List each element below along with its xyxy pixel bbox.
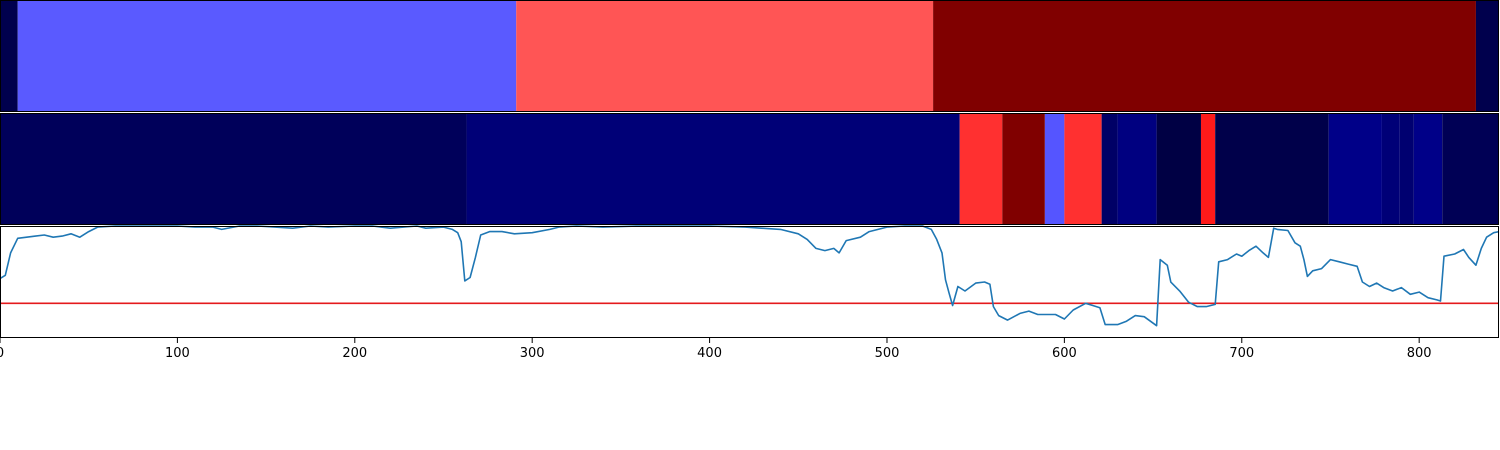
line-plot-panel	[0, 225, 1500, 338]
segment-1-13	[1399, 113, 1414, 225]
segment-0-1	[17, 0, 517, 112]
segment-1-4	[1044, 113, 1065, 225]
segment-1-6	[1101, 113, 1118, 225]
x-tick-label-8: 800	[1407, 346, 1432, 361]
plot-frame	[0, 226, 1499, 338]
x-tick-label-0: 0	[0, 346, 4, 361]
track-frame-0	[0, 0, 1499, 112]
segment-1-10	[1215, 113, 1329, 225]
segment-1-8	[1156, 113, 1201, 225]
segment-track-lower	[0, 113, 1499, 225]
x-tick-label-3: 300	[520, 346, 545, 361]
segment-1-11	[1328, 113, 1382, 225]
segment-1-1	[466, 113, 960, 225]
plot-background	[0, 226, 1499, 338]
track-frame-1	[0, 113, 1499, 225]
x-tick-label-7: 700	[1229, 346, 1254, 361]
segment-0-4	[1475, 0, 1499, 112]
segment-0-3	[933, 0, 1476, 112]
x-tick-label-5: 500	[875, 346, 900, 361]
x-axis: 0 100 200 300 400 500 600 700 800	[0, 338, 1432, 361]
segment-1-14	[1413, 113, 1443, 225]
segment-1-5	[1064, 113, 1102, 225]
x-tick-label-6: 600	[1052, 346, 1077, 361]
x-tick-label-4: 400	[697, 346, 722, 361]
segment-1-12	[1381, 113, 1400, 225]
x-tick-label-2: 200	[342, 346, 367, 361]
segment-1-2	[959, 113, 1003, 225]
segment-1-7	[1117, 113, 1157, 225]
segment-1-9	[1200, 113, 1216, 225]
segment-1-15	[1442, 113, 1499, 225]
segment-1-0	[0, 113, 467, 225]
segment-1-3	[1002, 113, 1045, 225]
segment-0-0	[0, 0, 18, 112]
segment-track-upper	[0, 0, 1499, 112]
segment-0-2	[516, 0, 934, 112]
x-tick-label-1: 100	[165, 346, 190, 361]
